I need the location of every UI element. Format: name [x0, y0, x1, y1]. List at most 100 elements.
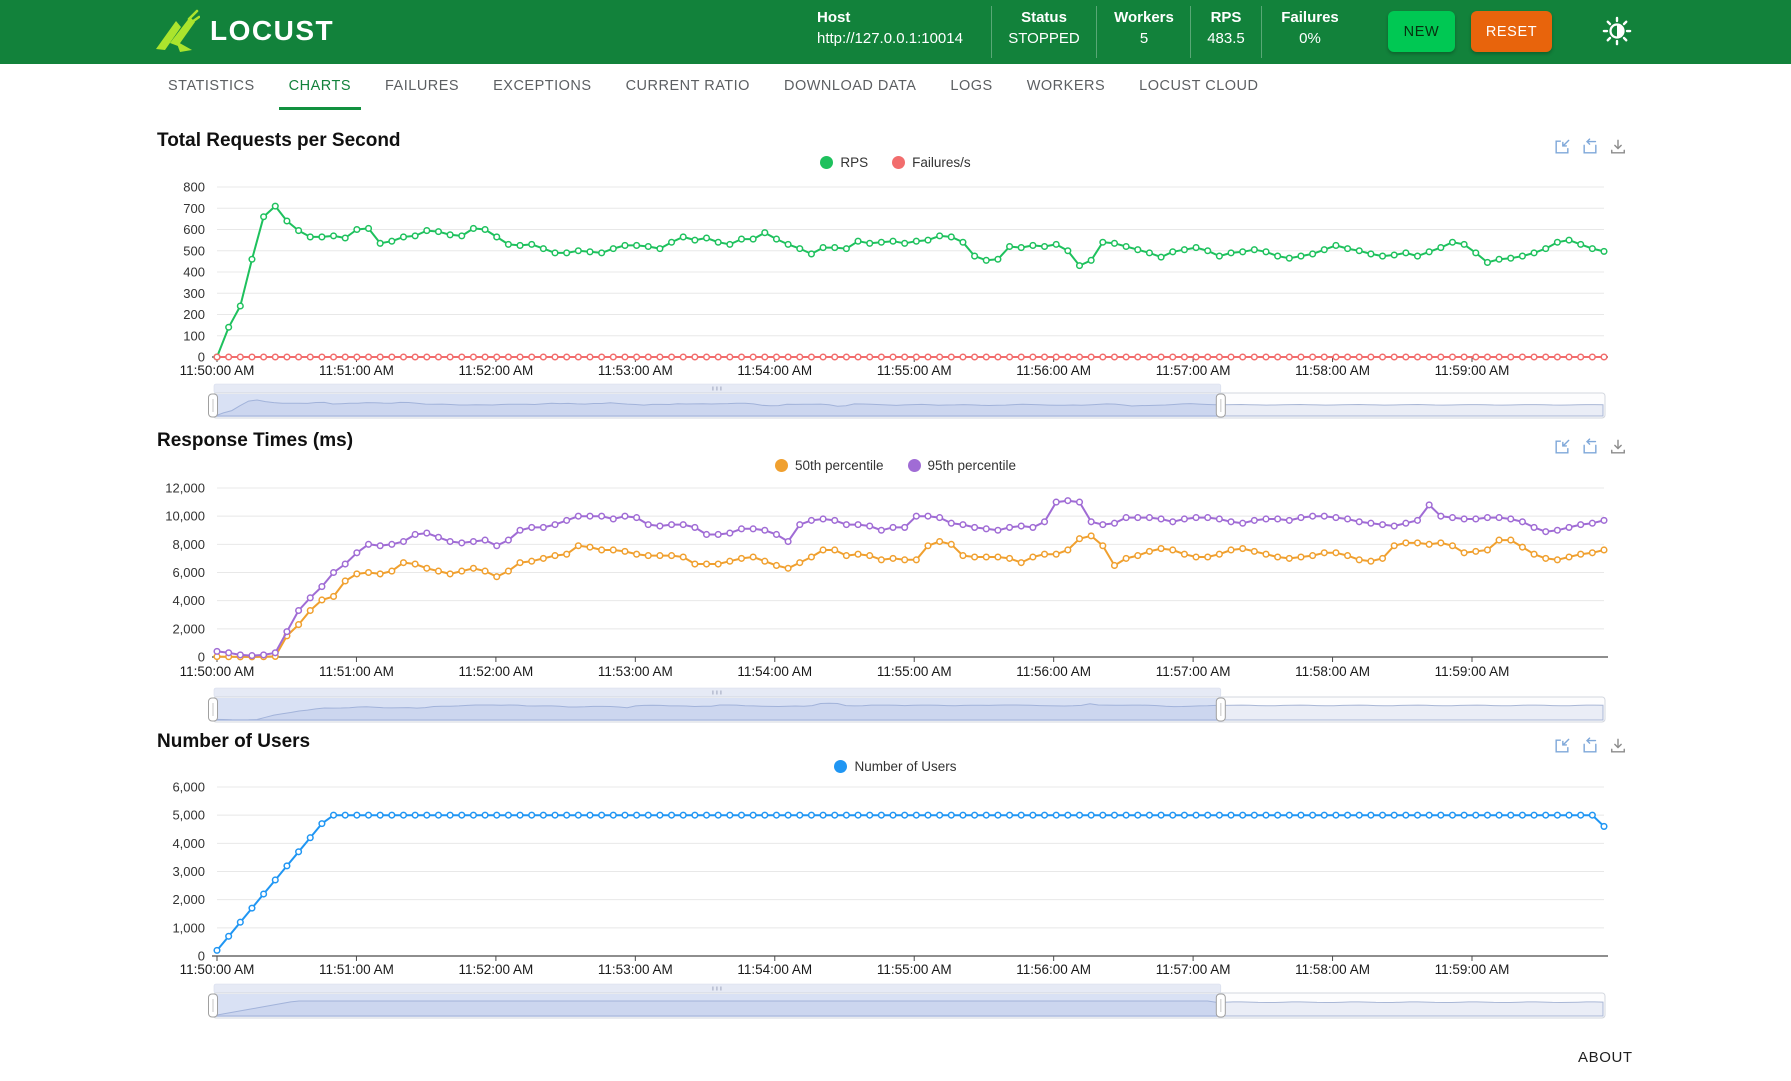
svg-text:11:59:00 AM: 11:59:00 AM: [1435, 664, 1510, 679]
status-value: STOPPED: [1008, 30, 1080, 47]
svg-text:0: 0: [198, 949, 205, 964]
chart-legend: Number of Users: [0, 759, 1791, 774]
status-label: Status: [1021, 9, 1067, 26]
chart-title-users: Number of Users: [157, 731, 311, 752]
host-info: Host http://127.0.0.1:10014: [817, 8, 963, 50]
svg-text:8,000: 8,000: [172, 537, 205, 552]
datazoom-slider-0[interactable]: [0, 382, 1791, 426]
zoom-select-icon[interactable]: [1552, 137, 1572, 157]
failures-value: 0%: [1299, 30, 1321, 47]
tab-current-ratio[interactable]: CURRENT RATIO: [625, 77, 750, 94]
svg-text:11:56:00 AM: 11:56:00 AM: [1016, 664, 1091, 679]
legend-label: 50th percentile: [794, 458, 884, 473]
new-test-button[interactable]: NEW: [1388, 11, 1455, 52]
legend-item[interactable]: 95th percentile: [907, 458, 1017, 473]
legend-dot: [907, 459, 921, 472]
chart-title-response-times: Response Times (ms): [157, 430, 354, 451]
svg-text:11:53:00 AM: 11:53:00 AM: [598, 664, 673, 679]
rps-label: RPS: [1210, 9, 1242, 26]
svg-text:4,000: 4,000: [172, 836, 205, 851]
zoom-restore-icon[interactable]: [1580, 437, 1600, 457]
svg-text:11:54:00 AM: 11:54:00 AM: [737, 962, 812, 977]
tab-statistics[interactable]: STATISTICS: [168, 77, 255, 94]
legend-item[interactable]: 50th percentile: [774, 458, 884, 473]
svg-text:11:51:00 AM: 11:51:00 AM: [319, 664, 394, 679]
zoom-select-icon[interactable]: [1552, 437, 1572, 457]
reset-button[interactable]: RESET: [1471, 11, 1552, 52]
svg-text:3,000: 3,000: [172, 864, 205, 879]
tab-locust-cloud[interactable]: LOCUST CLOUD: [1139, 77, 1259, 94]
svg-text:400: 400: [183, 265, 205, 280]
svg-text:11:55:00 AM: 11:55:00 AM: [877, 664, 952, 679]
legend-item[interactable]: RPS: [820, 155, 868, 170]
datazoom-slider-2[interactable]: [0, 982, 1791, 1026]
legend-dot: [820, 156, 834, 169]
svg-text:5,000: 5,000: [172, 808, 205, 823]
svg-text:11:56:00 AM: 11:56:00 AM: [1016, 962, 1091, 977]
svg-text:11:51:00 AM: 11:51:00 AM: [319, 962, 394, 977]
download-chart-icon[interactable]: [1608, 736, 1628, 756]
svg-text:12,000: 12,000: [165, 481, 205, 496]
legend-label: Failures/s: [912, 155, 971, 170]
dark-mode-icon: [1602, 16, 1632, 45]
svg-text:11:52:00 AM: 11:52:00 AM: [458, 363, 533, 378]
svg-text:10,000: 10,000: [165, 509, 205, 524]
svg-text:0: 0: [198, 650, 205, 665]
chart-toolbox: [1552, 736, 1628, 756]
chart-toolbox: [1552, 437, 1628, 457]
legend-label: 95th percentile: [927, 458, 1017, 473]
app-header: LOCUST Host http://127.0.0.1:10014 Statu…: [0, 0, 1791, 64]
theme-toggle-button[interactable]: [1600, 15, 1634, 49]
svg-text:500: 500: [183, 243, 205, 258]
chart-legend: 50th percentile 95th percentile: [0, 458, 1791, 473]
legend-item[interactable]: Failures/s: [892, 155, 971, 170]
svg-text:200: 200: [183, 307, 205, 322]
download-chart-icon[interactable]: [1608, 137, 1628, 157]
workers-info: Workers 5: [1104, 8, 1184, 50]
legend-dot: [774, 459, 788, 472]
header-divider: [991, 6, 992, 58]
legend-dot: [892, 156, 906, 169]
datazoom-slider-1[interactable]: [0, 686, 1791, 730]
svg-text:11:59:00 AM: 11:59:00 AM: [1435, 962, 1510, 977]
svg-text:11:52:00 AM: 11:52:00 AM: [458, 664, 533, 679]
svg-text:11:56:00 AM: 11:56:00 AM: [1016, 363, 1091, 378]
tab-failures[interactable]: FAILURES: [385, 77, 460, 94]
svg-text:11:54:00 AM: 11:54:00 AM: [737, 363, 812, 378]
svg-text:11:53:00 AM: 11:53:00 AM: [598, 363, 673, 378]
legend-item[interactable]: Number of Users: [834, 759, 957, 774]
brand-title: LOCUST: [210, 15, 335, 46]
about-link[interactable]: ABOUT: [1578, 1049, 1633, 1066]
svg-text:11:50:00 AM: 11:50:00 AM: [180, 962, 255, 977]
svg-text:11:57:00 AM: 11:57:00 AM: [1156, 363, 1231, 378]
svg-text:0: 0: [198, 350, 205, 365]
status-info: Status STOPPED: [998, 8, 1090, 50]
svg-text:11:53:00 AM: 11:53:00 AM: [598, 962, 673, 977]
svg-text:11:51:00 AM: 11:51:00 AM: [319, 363, 394, 378]
svg-text:11:55:00 AM: 11:55:00 AM: [877, 962, 952, 977]
workers-value: 5: [1139, 30, 1149, 47]
tab-download-data[interactable]: DOWNLOAD DATA: [783, 77, 917, 94]
tab-charts[interactable]: CHARTS: [278, 64, 361, 110]
svg-text:2,000: 2,000: [172, 892, 205, 907]
tab-logs[interactable]: LOGS: [950, 77, 993, 94]
svg-text:4,000: 4,000: [172, 593, 205, 608]
svg-text:600: 600: [183, 222, 205, 237]
zoom-select-icon[interactable]: [1552, 736, 1572, 756]
rps-value: 483.5: [1207, 30, 1245, 47]
zoom-restore-icon[interactable]: [1580, 736, 1600, 756]
svg-text:11:59:00 AM: 11:59:00 AM: [1435, 363, 1510, 378]
failures-info: Failures 0%: [1266, 8, 1354, 50]
svg-text:11:57:00 AM: 11:57:00 AM: [1156, 664, 1231, 679]
zoom-restore-icon[interactable]: [1580, 137, 1600, 157]
svg-text:2,000: 2,000: [172, 621, 205, 636]
svg-text:1,000: 1,000: [172, 920, 205, 935]
tab-exceptions[interactable]: EXCEPTIONS: [493, 77, 592, 94]
tab-workers[interactable]: WORKERS: [1026, 77, 1106, 94]
header-divider: [1096, 6, 1097, 58]
chart-canvas-2: 0 1,000 2,000 3,000 4,000 5,000 6,000 11:50:00 …: [172, 780, 1608, 977]
nav-tabs: STATISTICS CHARTS FAILURES EXCEPTIONS CURREN…: [158, 64, 1268, 110]
download-chart-icon[interactable]: [1608, 437, 1628, 457]
host-label: Host: [817, 9, 851, 26]
